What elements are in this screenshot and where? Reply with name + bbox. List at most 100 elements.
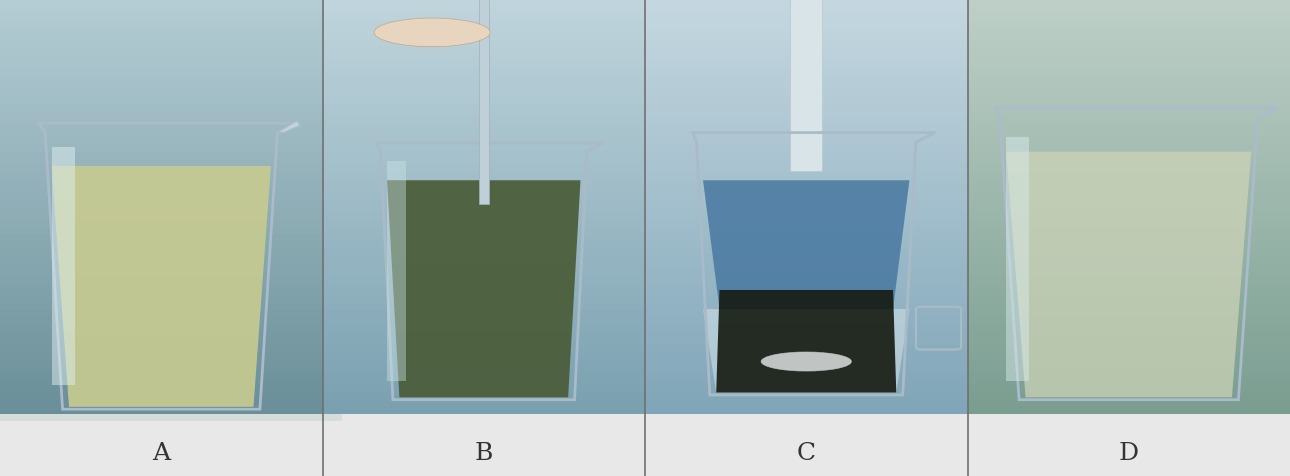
- Bar: [0, 219, 322, 228]
- Bar: [645, 137, 968, 145]
- Bar: [645, 227, 968, 235]
- Bar: [645, 378, 968, 387]
- Bar: [968, 33, 1290, 41]
- Bar: [322, 54, 645, 62]
- Bar: [968, 240, 1290, 248]
- Bar: [645, 33, 968, 41]
- Bar: [645, 282, 968, 290]
- Bar: [0, 12, 322, 21]
- Bar: [968, 95, 1290, 104]
- Bar: [968, 316, 1290, 325]
- Bar: [968, 392, 1290, 400]
- Bar: [968, 150, 1290, 159]
- Bar: [322, 309, 645, 317]
- Bar: [645, 385, 968, 393]
- Bar: [968, 54, 1290, 62]
- Bar: [0, 261, 322, 269]
- Text: D: D: [1118, 441, 1139, 464]
- Bar: [968, 254, 1290, 262]
- Bar: [0, 337, 322, 345]
- Bar: [968, 302, 1290, 310]
- Bar: [645, 240, 968, 248]
- Ellipse shape: [761, 352, 851, 371]
- Bar: [0, 54, 322, 62]
- Bar: [322, 254, 645, 262]
- Bar: [322, 350, 645, 359]
- Bar: [645, 337, 968, 345]
- Bar: [968, 0, 1290, 7]
- Bar: [968, 295, 1290, 304]
- Bar: [322, 365, 645, 373]
- Bar: [322, 102, 645, 110]
- Bar: [968, 330, 1290, 338]
- Bar: [0, 33, 322, 41]
- Bar: [968, 212, 1290, 221]
- Bar: [968, 171, 1290, 179]
- Bar: [0, 116, 322, 124]
- Bar: [968, 365, 1290, 373]
- Bar: [322, 158, 645, 166]
- Bar: [0, 144, 322, 152]
- Bar: [968, 89, 1290, 97]
- Bar: [0, 350, 322, 359]
- Bar: [322, 219, 645, 228]
- Bar: [645, 365, 968, 373]
- Bar: [968, 206, 1290, 214]
- Bar: [322, 19, 645, 28]
- Polygon shape: [277, 121, 301, 133]
- Bar: [0, 102, 322, 110]
- Bar: [322, 116, 645, 124]
- Bar: [645, 254, 968, 262]
- Bar: [645, 130, 968, 138]
- Bar: [1006, 138, 1029, 381]
- Bar: [0, 199, 322, 207]
- Bar: [0, 192, 322, 200]
- Bar: [322, 33, 645, 41]
- Bar: [322, 171, 645, 179]
- Bar: [645, 302, 968, 310]
- Bar: [968, 137, 1290, 145]
- Bar: [322, 261, 645, 269]
- Bar: [645, 26, 968, 35]
- Bar: [0, 240, 322, 248]
- Bar: [0, 81, 322, 89]
- Bar: [645, 81, 968, 89]
- Bar: [645, 399, 968, 407]
- Bar: [0, 268, 322, 276]
- Bar: [322, 323, 645, 331]
- Bar: [0, 19, 322, 28]
- Bar: [645, 47, 968, 55]
- Bar: [968, 12, 1290, 21]
- Bar: [645, 199, 968, 207]
- Bar: [968, 6, 1290, 14]
- Bar: [0, 288, 322, 297]
- Bar: [968, 406, 1290, 414]
- Bar: [322, 233, 645, 242]
- Bar: [968, 261, 1290, 269]
- Bar: [0, 89, 322, 97]
- Polygon shape: [1006, 152, 1251, 397]
- Bar: [322, 68, 645, 76]
- Bar: [0, 392, 322, 400]
- Bar: [645, 206, 968, 214]
- Bar: [645, 74, 968, 83]
- Bar: [645, 247, 968, 255]
- Bar: [322, 192, 645, 200]
- Bar: [0, 206, 322, 214]
- Bar: [0, 378, 322, 387]
- Bar: [322, 0, 645, 7]
- Bar: [0, 185, 322, 193]
- Bar: [645, 61, 968, 69]
- Bar: [645, 392, 968, 400]
- Bar: [0, 164, 322, 173]
- Bar: [968, 378, 1290, 387]
- Polygon shape: [716, 290, 897, 393]
- Bar: [322, 206, 645, 214]
- Bar: [387, 162, 406, 381]
- Bar: [0, 47, 322, 55]
- Bar: [0, 95, 322, 104]
- Bar: [645, 268, 968, 276]
- Bar: [968, 275, 1290, 283]
- Polygon shape: [387, 181, 580, 397]
- Bar: [0, 40, 322, 49]
